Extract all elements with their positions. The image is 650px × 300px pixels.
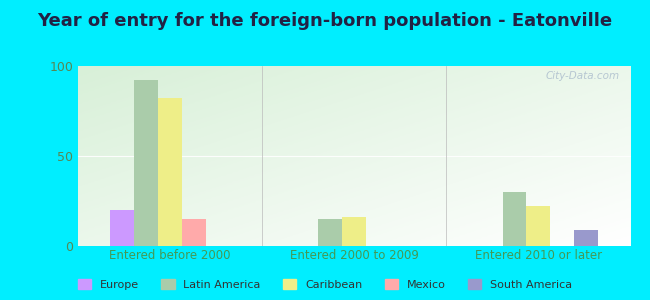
Bar — [343, 217, 366, 246]
Bar — [526, 206, 551, 246]
Bar — [502, 192, 526, 246]
Bar — [318, 219, 343, 246]
Text: City-Data.com: City-Data.com — [545, 71, 619, 81]
Bar — [182, 219, 206, 246]
Bar — [134, 80, 158, 246]
Text: Year of entry for the foreign-born population - Eatonville: Year of entry for the foreign-born popul… — [38, 12, 612, 30]
Bar — [158, 98, 182, 246]
Bar — [575, 230, 598, 246]
Bar — [111, 210, 134, 246]
Legend: Europe, Latin America, Caribbean, Mexico, South America: Europe, Latin America, Caribbean, Mexico… — [73, 275, 577, 294]
